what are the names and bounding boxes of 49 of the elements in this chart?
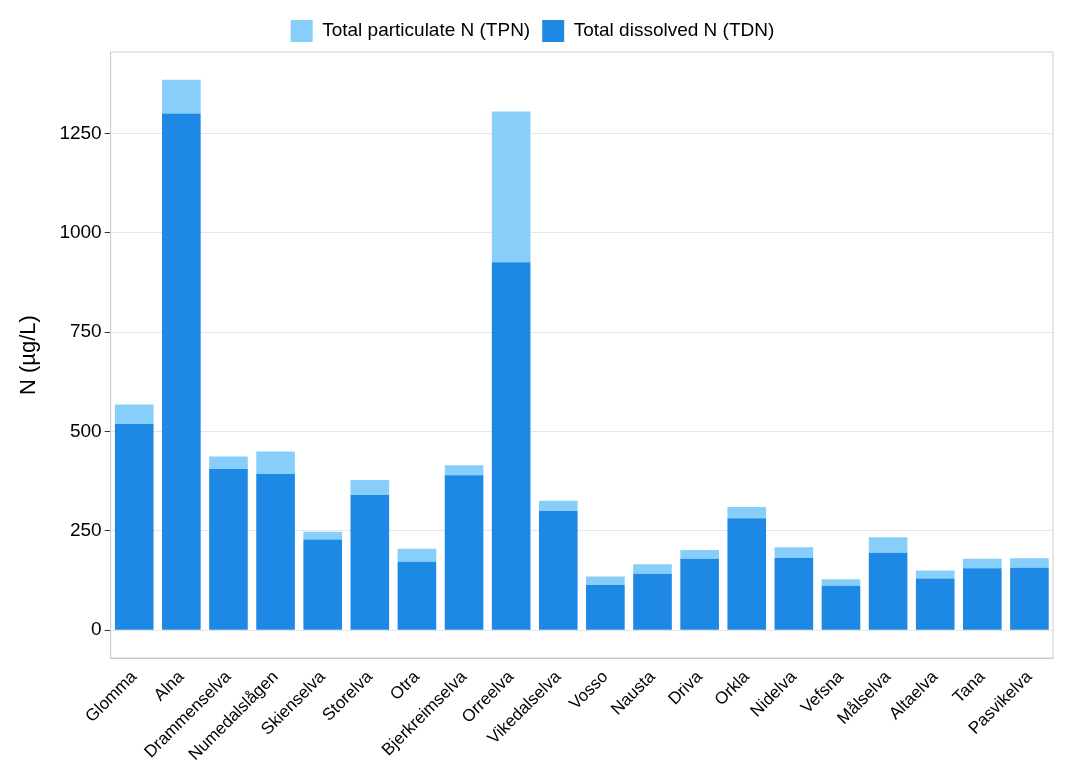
bar (538, 500, 578, 512)
bar (491, 262, 531, 630)
bar (586, 584, 625, 630)
bar (162, 79, 201, 114)
bar (963, 558, 1002, 569)
bar (1010, 558, 1049, 568)
y-tick-label: 1250 (59, 121, 102, 143)
bar (256, 451, 295, 475)
y-axis-title: N (µg/L) (15, 315, 41, 395)
legend-label: Total particulate N (TPN) (322, 19, 531, 41)
bar (114, 404, 154, 424)
bar (633, 573, 672, 630)
bar (162, 113, 201, 630)
bar (868, 537, 908, 553)
bar (397, 561, 437, 630)
bar (397, 548, 437, 562)
bar (680, 558, 719, 630)
bar (256, 474, 295, 630)
bar (727, 518, 767, 630)
y-tick-label: 500 (69, 419, 102, 441)
y-tick-label: 0 (91, 618, 102, 640)
bar (491, 111, 531, 263)
bar (209, 456, 248, 469)
bar (209, 468, 248, 630)
legend-label: Total dissolved N (TDN) (573, 19, 775, 41)
bar (963, 568, 1002, 630)
bar (915, 578, 955, 630)
bar (350, 480, 390, 496)
bar (586, 576, 625, 585)
bar (303, 531, 343, 540)
bar (538, 511, 578, 630)
bar (727, 507, 767, 519)
bar (350, 495, 390, 630)
bar (444, 465, 484, 476)
bar (444, 475, 484, 630)
bar (821, 585, 861, 630)
bar (303, 539, 343, 630)
y-tick-label: 1000 (59, 221, 102, 243)
bar (680, 549, 719, 559)
bar (114, 423, 154, 630)
bar (868, 552, 908, 630)
y-tick-label: 750 (69, 320, 102, 342)
y-tick-label: 250 (69, 519, 102, 541)
bar (774, 547, 814, 558)
bar (633, 564, 672, 574)
bar (915, 570, 955, 579)
bar (821, 579, 861, 586)
bar (1010, 567, 1049, 630)
bar (774, 557, 814, 630)
